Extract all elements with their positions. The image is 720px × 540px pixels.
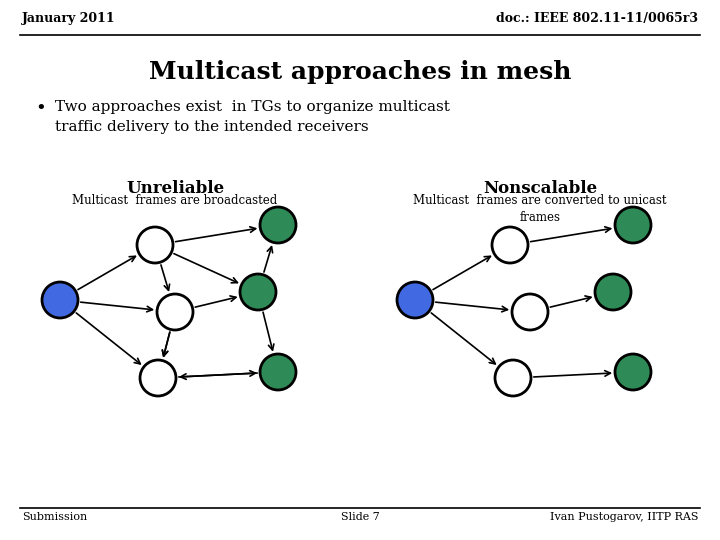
Circle shape (240, 274, 276, 310)
Circle shape (42, 282, 78, 318)
Text: Nonscalable: Nonscalable (483, 180, 597, 197)
Text: doc.: IEEE 802.11-11/0065r3: doc.: IEEE 802.11-11/0065r3 (496, 12, 698, 25)
Circle shape (495, 360, 531, 396)
Circle shape (512, 294, 548, 330)
Circle shape (397, 282, 433, 318)
Circle shape (595, 274, 631, 310)
Circle shape (260, 207, 296, 243)
Circle shape (492, 227, 528, 263)
Circle shape (615, 207, 651, 243)
Text: Multicast approaches in mesh: Multicast approaches in mesh (149, 60, 571, 84)
Text: Multicast  frames are broadcasted: Multicast frames are broadcasted (73, 194, 278, 207)
Text: Ivan Pustogarov, IITP RAS: Ivan Pustogarov, IITP RAS (549, 512, 698, 522)
Text: •: • (35, 100, 46, 118)
Text: Unreliable: Unreliable (126, 180, 224, 197)
Text: Submission: Submission (22, 512, 87, 522)
Text: Two approaches exist  in TGs to organize multicast
traffic delivery to the inten: Two approaches exist in TGs to organize … (55, 100, 450, 133)
Text: Multicast  frames are converted to unicast
frames: Multicast frames are converted to unicas… (413, 194, 667, 224)
Circle shape (157, 294, 193, 330)
Circle shape (137, 227, 173, 263)
Circle shape (140, 360, 176, 396)
Circle shape (260, 354, 296, 390)
Text: January 2011: January 2011 (22, 12, 116, 25)
Circle shape (615, 354, 651, 390)
Text: Slide 7: Slide 7 (341, 512, 379, 522)
